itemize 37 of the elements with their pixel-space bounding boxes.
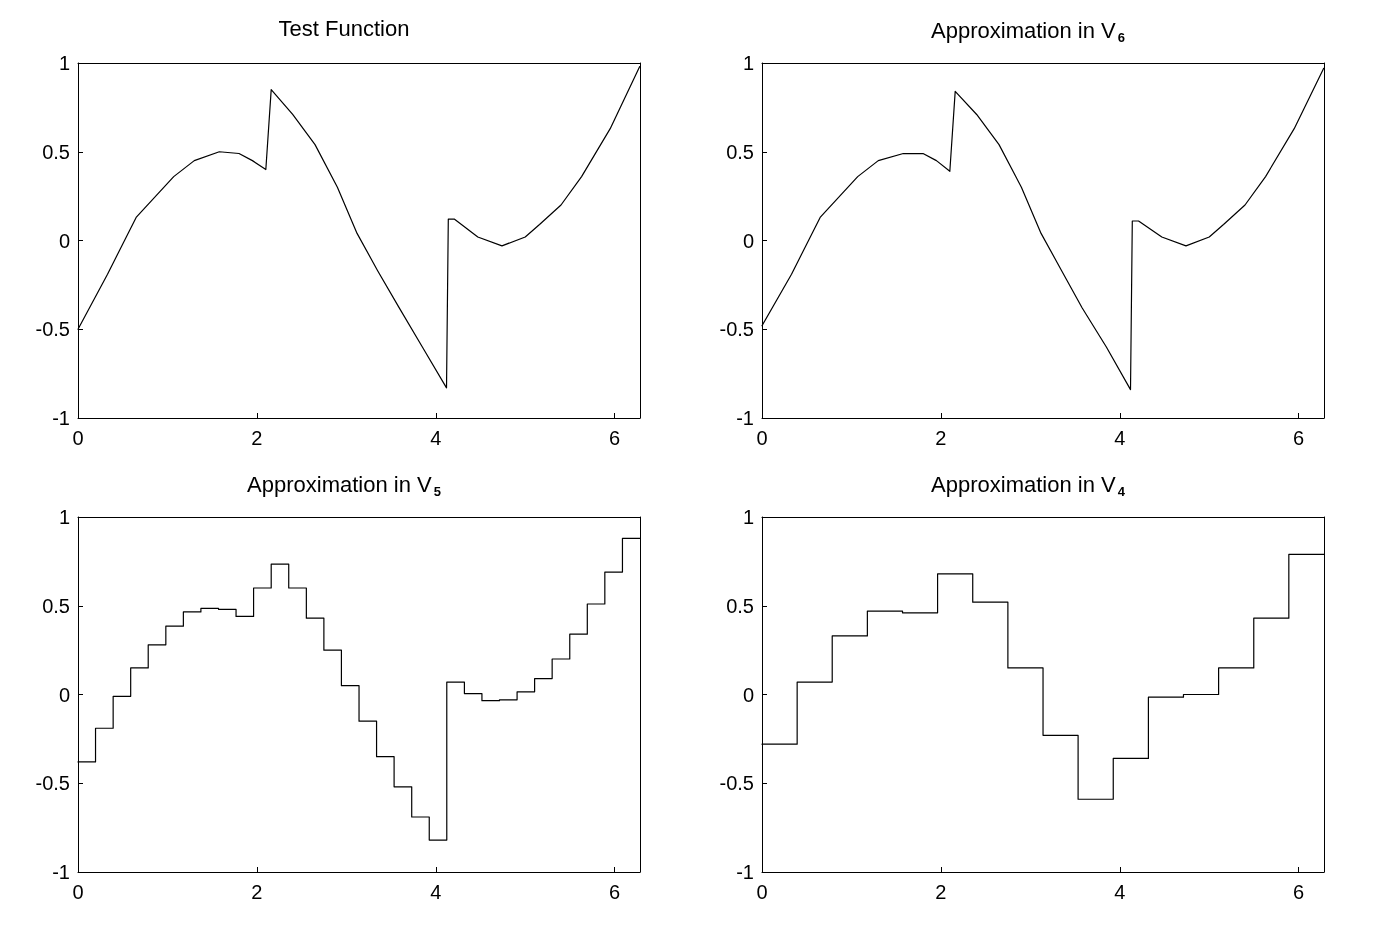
y-tick-label: 1 (58, 52, 70, 74)
y-tick-label: 0 (742, 683, 754, 706)
y-tick-label: -1 (736, 407, 754, 429)
y-tick-label: -0.5 (719, 318, 754, 341)
y-tick-label: 0.5 (42, 140, 70, 163)
y-tick-label: 0 (742, 229, 754, 252)
x-tick-label: 4 (1114, 427, 1126, 449)
x-tick-label: 6 (609, 881, 621, 903)
x-tick-label: 0 (756, 881, 768, 903)
y-tick-label: -1 (52, 407, 70, 429)
x-tick-label: 0 (72, 427, 84, 449)
x-tick-label: 2 (251, 881, 263, 903)
x-tick-label: 0 (756, 427, 768, 449)
x-tick-label: 2 (251, 427, 263, 449)
chart-title: Test Function (278, 15, 410, 41)
x-tick-label: 6 (1293, 881, 1305, 903)
x-tick-label: 2 (935, 881, 947, 903)
x-tick-label: 6 (609, 427, 621, 449)
y-tick-label: -0.5 (35, 772, 70, 795)
y-tick-label: 0.5 (726, 594, 754, 617)
y-tick-label: 1 (58, 506, 70, 528)
y-tick-label: 0.5 (42, 594, 70, 617)
y-tick-label: 0.5 (726, 140, 754, 163)
y-tick-label: -1 (736, 861, 754, 883)
x-tick-label: 4 (1114, 881, 1126, 903)
y-tick-label: -0.5 (35, 318, 70, 341)
y-tick-label: 0 (58, 229, 70, 252)
x-tick-label: 6 (1293, 427, 1305, 449)
y-tick-label: 1 (742, 52, 754, 74)
x-tick-label: 4 (430, 881, 442, 903)
x-tick-label: 2 (935, 427, 947, 449)
y-tick-label: -0.5 (719, 772, 754, 795)
y-tick-label: 0 (58, 683, 70, 706)
y-tick-label: 1 (742, 506, 754, 528)
y-tick-label: -1 (52, 861, 70, 883)
x-tick-label: 0 (72, 881, 84, 903)
x-tick-label: 4 (430, 427, 442, 449)
